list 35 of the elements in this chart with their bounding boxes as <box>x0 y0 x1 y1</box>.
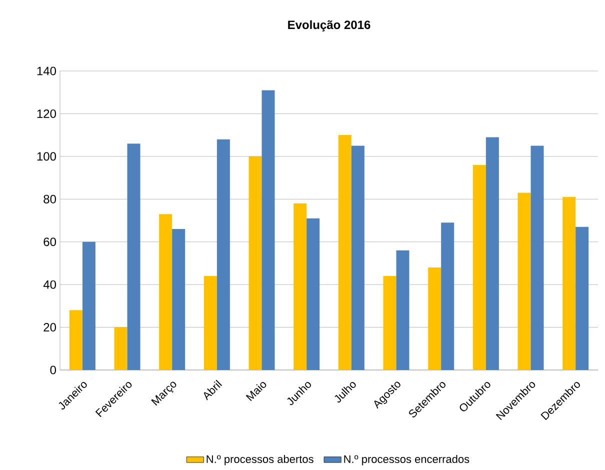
y-tick-label: 20 <box>44 323 56 332</box>
bar <box>562 196 576 370</box>
chart-title: Evolução 2016 <box>288 20 370 32</box>
bar <box>518 192 531 370</box>
legend-label: N.º processos abertos <box>206 454 314 466</box>
bar <box>248 156 262 370</box>
bar <box>486 137 499 370</box>
bar <box>216 139 230 370</box>
bar <box>576 226 589 370</box>
y-tick-label: 0 <box>50 366 56 374</box>
bar <box>351 146 364 370</box>
bar <box>338 135 352 370</box>
bar <box>114 327 128 370</box>
y-tick-label: 40 <box>43 280 56 289</box>
bar <box>428 267 442 370</box>
bar <box>383 276 396 370</box>
bar <box>396 250 410 370</box>
y-tick-label: 140 <box>37 66 56 76</box>
bar <box>294 203 307 370</box>
y-tick-label: 100 <box>37 152 56 161</box>
y-tick-label: 80 <box>44 194 56 204</box>
y-tick-label: 60 <box>44 238 56 246</box>
bar <box>127 144 140 370</box>
bar <box>441 222 454 370</box>
bar <box>69 310 82 370</box>
bar <box>82 242 96 370</box>
y-tick-label: 120 <box>37 109 56 118</box>
bar <box>159 214 172 370</box>
bar <box>472 164 486 370</box>
bar <box>172 229 186 370</box>
bar <box>262 90 275 370</box>
bar <box>204 276 217 370</box>
bar <box>530 146 544 370</box>
bar <box>306 218 320 370</box>
legend-label: N.º processos encerrados <box>344 454 470 466</box>
